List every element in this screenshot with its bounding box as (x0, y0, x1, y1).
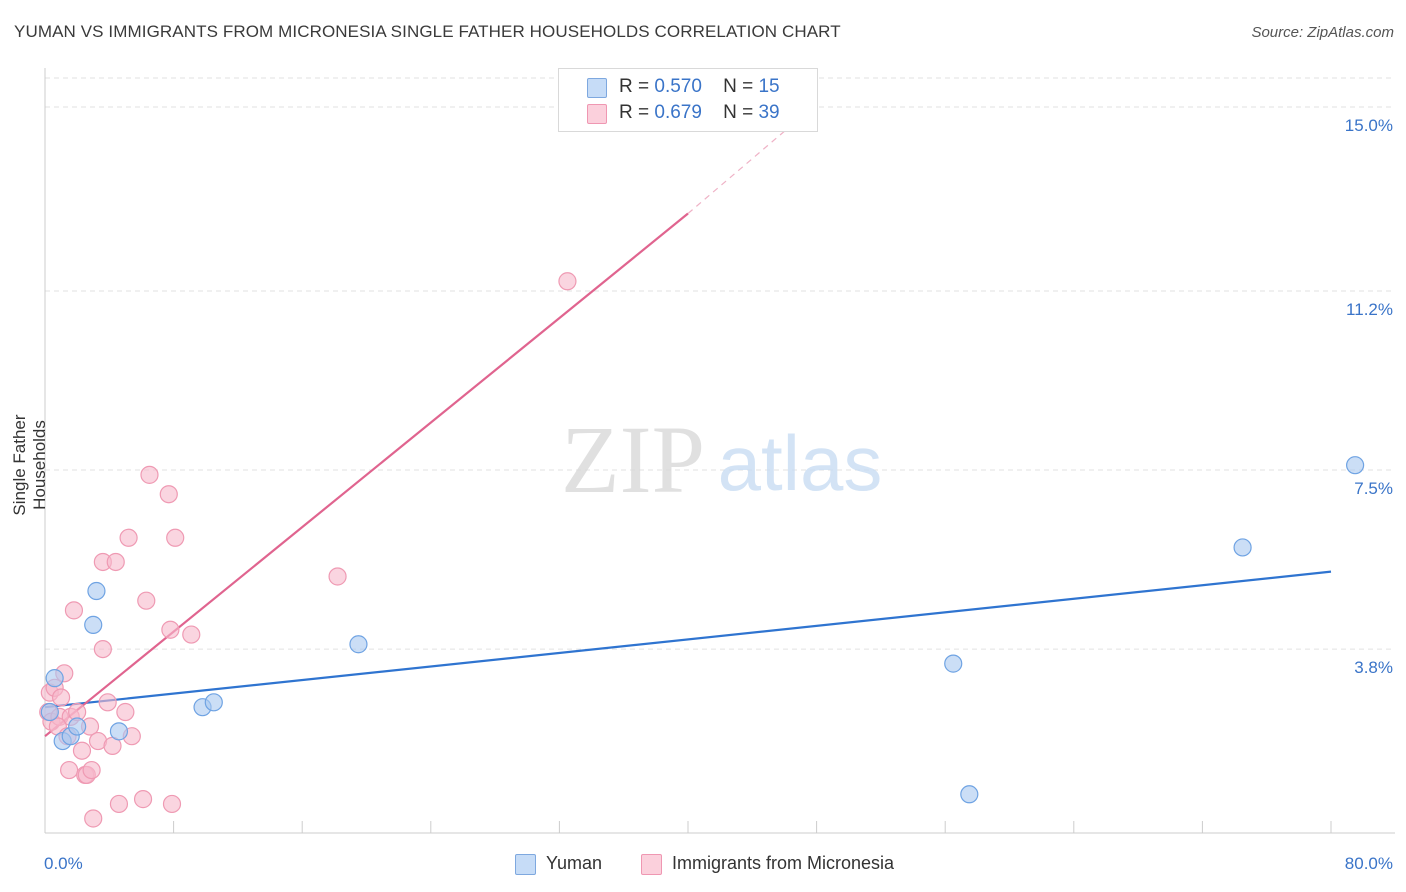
gridlines (45, 77, 1395, 650)
data-point-micronesia (72, 741, 92, 760)
legend-r-label: R = (619, 102, 650, 123)
trend-lines (44, 130, 1332, 738)
data-point-micronesia (98, 693, 117, 712)
data-point-micronesia (182, 625, 201, 644)
data-point-micronesia (328, 567, 347, 586)
data-point-micronesia (162, 794, 182, 814)
legend-n-label: N = (723, 102, 754, 123)
legend-swatch-yuman (515, 854, 536, 875)
legend-label-yuman: Yuman (546, 853, 603, 873)
data-point-micronesia (159, 485, 178, 504)
data-point-yuman (45, 669, 64, 688)
watermark-zip: ZIP (561, 406, 705, 513)
legend-label-micronesia: Immigrants from Micronesia (672, 853, 895, 873)
legend-r-label: R = (619, 76, 650, 97)
y-axis-label: Single Father Households (10, 414, 49, 516)
data-point-micronesia (106, 552, 125, 572)
data-point-micronesia (137, 591, 156, 610)
data-points (39, 272, 1365, 828)
data-point-yuman (944, 654, 963, 673)
data-point-yuman (87, 581, 106, 601)
correlation-legend: R = 0.570 N = 15 R = 0.679 N = 39 (558, 68, 818, 132)
chart-title: YUMAN VS IMMIGRANTS FROM MICRONESIA SING… (14, 22, 841, 41)
source-label: Source: ZipAtlas.com (1251, 24, 1394, 41)
watermark-atlas: atlas (718, 419, 883, 507)
data-point-micronesia (166, 528, 185, 547)
data-point-yuman (84, 615, 103, 634)
legend-r-value: 0.679 (654, 102, 702, 123)
trend-line-0 (44, 570, 1332, 709)
data-point-yuman (960, 785, 979, 804)
legend-swatch-micronesia (587, 104, 607, 124)
data-point-yuman (68, 717, 87, 736)
data-point-micronesia (133, 790, 153, 809)
x-tick-label-max: 80.0% (1345, 854, 1393, 873)
data-point-micronesia (140, 465, 159, 484)
data-point-micronesia (161, 620, 180, 639)
trend-line-extension-1 (687, 130, 785, 214)
x-tick-label-min: 0.0% (44, 854, 83, 873)
data-point-micronesia (84, 809, 103, 828)
legend-swatch-micronesia (641, 854, 662, 875)
data-point-micronesia (558, 272, 577, 291)
y-tick-label: 7.5% (1354, 479, 1393, 498)
y-tick-label: 15.0% (1345, 116, 1393, 135)
legend-r-value: 0.570 (654, 76, 702, 97)
data-point-micronesia (82, 760, 101, 780)
data-point-micronesia (93, 639, 112, 659)
data-point-micronesia (51, 688, 71, 707)
data-point-micronesia (60, 760, 79, 780)
y-tick-label: 3.8% (1354, 658, 1393, 677)
tick-labels: 3.8% 7.5% 11.2% 15.0% 0.0% 80.0% (44, 116, 1393, 873)
data-point-micronesia (109, 794, 129, 814)
watermark: ZIP atlas (561, 406, 882, 513)
legend-n-value: 39 (758, 102, 780, 123)
legend-n-value: 15 (758, 76, 780, 97)
y-tick-label: 11.2% (1346, 300, 1393, 319)
legend-n-label: N = (723, 76, 754, 97)
data-point-yuman (1346, 456, 1365, 475)
data-point-micronesia (116, 702, 135, 722)
legend-swatch-yuman (587, 78, 607, 98)
data-point-yuman (349, 635, 368, 654)
trend-line-1 (44, 212, 689, 738)
data-point-micronesia (119, 528, 138, 547)
data-point-yuman (204, 693, 223, 712)
data-point-micronesia (64, 601, 84, 620)
data-point-yuman (40, 702, 59, 722)
data-point-yuman (109, 722, 129, 741)
data-point-yuman (1233, 538, 1252, 557)
